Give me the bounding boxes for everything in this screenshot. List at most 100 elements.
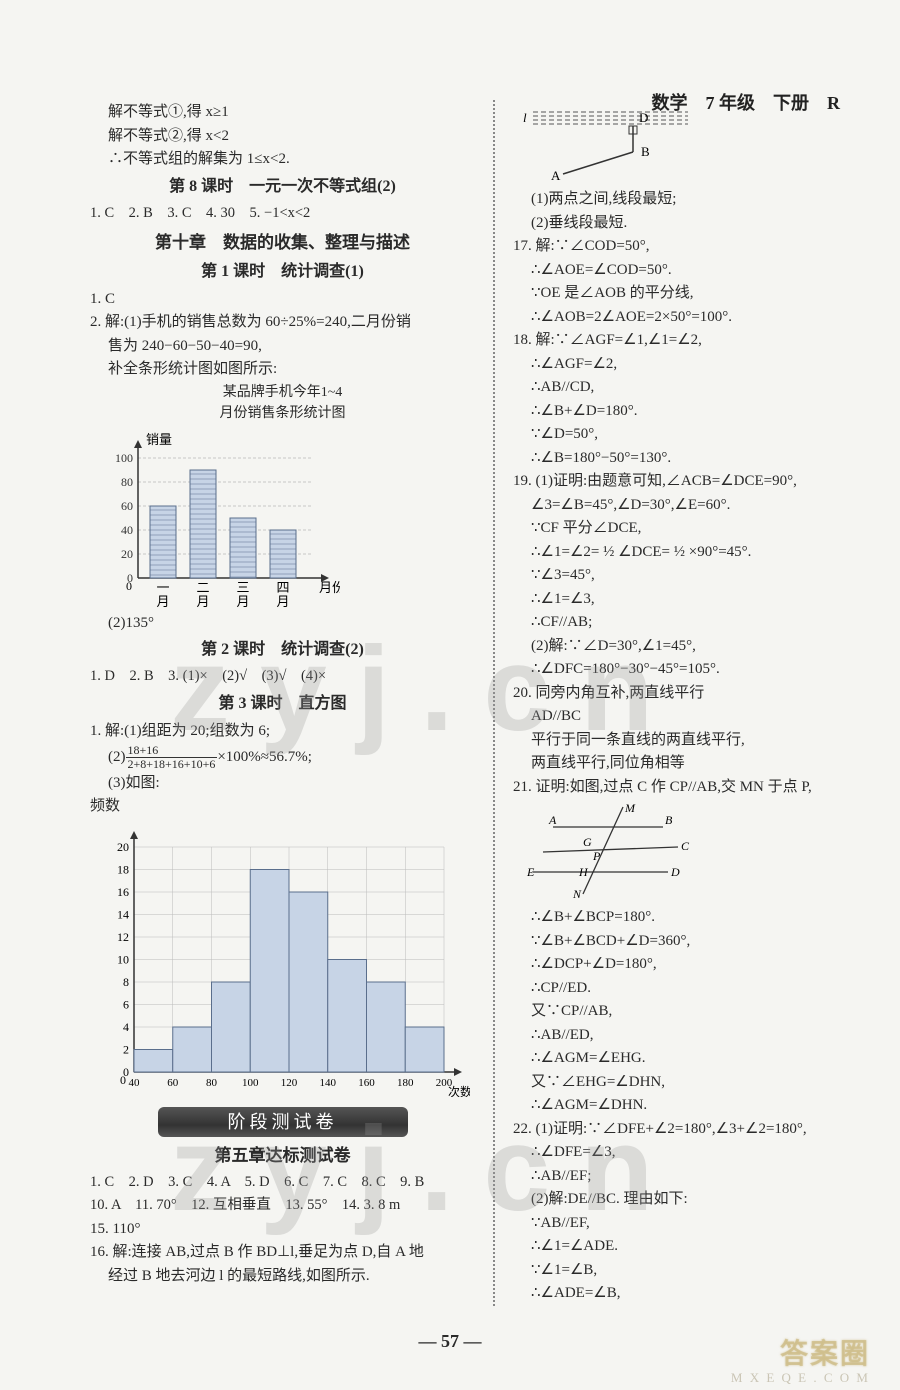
text-line: 平行于同一条直线的两直线平行, [531, 729, 860, 752]
svg-text:A: A [551, 168, 561, 183]
chart-caption: 某品牌手机今年1~4 [90, 382, 475, 403]
svg-text:l: l [523, 110, 527, 125]
svg-text:180: 180 [397, 1077, 414, 1089]
svg-text:三: 三 [236, 580, 249, 595]
answer-line: 1. C [90, 288, 475, 311]
text-line: ∴AB//EF; [531, 1165, 860, 1188]
text-line: 售为 240−60−50−40=90, [108, 335, 475, 358]
page: 数学 7 年级 下册 R 解不等式①,得 x≥1 解不等式②,得 x<2 ∴不等… [0, 0, 900, 1346]
text-line: 补全条形统计图如图所示: [108, 358, 475, 381]
text-line: ∴∠B+∠BCP=180°. [531, 906, 860, 929]
text-line: ∴∠AGM=∠DHN. [531, 1094, 860, 1117]
histogram-svg: 0246810121416182040608010012014016018020… [90, 822, 470, 1097]
svg-text:100: 100 [242, 1077, 259, 1089]
svg-text:18: 18 [117, 862, 129, 876]
text-line: 20. 同旁内角互补,两直线平行 [513, 682, 860, 705]
left-column: 解不等式①,得 x≥1 解不等式②,得 x<2 ∴不等式组的解集为 1≤x<2.… [90, 100, 475, 1306]
test-title: 第五章达标测试卷 [90, 1143, 475, 1169]
answers-row: 1. D 2. B 3. (1)× (2)√ (3)√ (4)× [90, 666, 475, 688]
svg-text:12: 12 [117, 930, 129, 944]
q17-block: 17. 解:∵∠COD=50°,∴∠AOE=∠COD=50°.∵OE 是∠AOB… [513, 235, 860, 328]
text-line: (2)135° [108, 612, 475, 635]
svg-text:月: 月 [156, 594, 169, 608]
svg-text:6: 6 [123, 997, 129, 1011]
svg-text:16: 16 [117, 885, 129, 899]
text-line: ∵∠D=50°, [531, 423, 860, 446]
answers-row: 10. A 11. 70° 12. 互相垂直 13. 55° 14. 3. 8 … [90, 1195, 475, 1217]
fraction: 18+162+8+18+16+10+6 [126, 744, 218, 771]
column-divider [493, 100, 495, 1306]
svg-text:60: 60 [121, 499, 133, 513]
svg-text:20: 20 [121, 547, 133, 561]
section-title: 第 1 课时 统计调查(1) [90, 260, 475, 284]
svg-text:G: G [583, 835, 592, 849]
svg-text:N: N [572, 887, 582, 901]
svg-text:100: 100 [115, 451, 133, 465]
svg-text:40: 40 [129, 1077, 141, 1089]
text-line: AD//BC [531, 705, 860, 728]
svg-text:月份: 月份 [319, 580, 340, 595]
section-title: 第 2 课时 统计调查(2) [90, 638, 475, 662]
text-line: ∴∠AGM=∠EHG. [531, 1047, 860, 1070]
svg-text:H: H [578, 865, 589, 879]
text-line: ∵AB//EF, [531, 1212, 860, 1235]
svg-text:80: 80 [121, 475, 133, 489]
text-line: ∴∠1=∠2= ½ ∠DCE= ½ ×90°=45°. [531, 541, 860, 564]
text-line: ∴CP//ED. [531, 977, 860, 1000]
q18-block: 18. 解:∵∠AGF=∠1,∠1=∠2,∴∠AGF=∠2,∴AB//CD,∴∠… [513, 329, 860, 469]
answers-row: 15. 110° [90, 1218, 475, 1241]
text-line: 22. (1)证明:∵∠DFE+∠2=180°,∠3+∠2=180°, [513, 1118, 860, 1141]
text-line: ∴∠B=180°−50°=130°. [531, 447, 860, 470]
text-line: 17. 解:∵∠COD=50°, [513, 235, 860, 258]
text-line: ∴CF//AB; [531, 611, 860, 634]
svg-text:次数: 次数 [448, 1084, 470, 1097]
svg-text:120: 120 [281, 1077, 298, 1089]
text-line: ∴∠DFE=∠3, [531, 1141, 860, 1164]
svg-text:二: 二 [196, 580, 209, 595]
svg-text:0: 0 [120, 1073, 126, 1087]
text-line: ∴∠DFC=180°−30°−45°=105°. [531, 658, 860, 681]
page-number: — 57 — [0, 1331, 900, 1352]
text-line: 21. 证明:如图,过点 C 作 CP//AB,交 MN 于点 P, [513, 776, 860, 799]
text-line: ∵∠B+∠BCD+∠D=360°, [531, 930, 860, 953]
text-line: ∴∠1=∠ADE. [531, 1235, 860, 1258]
svg-text:四: 四 [276, 580, 289, 595]
text-line: (2)垂线段最短. [531, 212, 860, 235]
svg-text:月: 月 [236, 594, 249, 608]
diagram-svg: ABCGPEDHMN [513, 802, 703, 902]
text-line: ∴AB//ED, [531, 1024, 860, 1047]
text-line: 16. 解:连接 AB,过点 B 作 BD⊥l,垂足为点 D,自 A 地 [90, 1241, 475, 1264]
svg-text:80: 80 [206, 1077, 218, 1089]
text-line: ∵∠3=45°, [531, 564, 860, 587]
chapter-title: 第十章 数据的收集、整理与描述 [90, 230, 475, 256]
chart-caption: 月份销售条形统计图 [90, 403, 475, 424]
svg-text:E: E [526, 865, 535, 879]
right-column: l D B A (1)两点之间,线段最短; (2)垂线段最短. 17. 解:∵∠COD… [513, 100, 860, 1306]
text-line: ∠3=∠B=45°,∠D=30°,∠E=60°. [531, 494, 860, 517]
svg-text:10: 10 [117, 952, 129, 966]
fraction-den: 2+8+18+16+10+6 [126, 758, 218, 771]
page-header: 数学 7 年级 下册 R [652, 90, 841, 117]
text-line: ∴∠1=∠3, [531, 588, 860, 611]
text-line: ∴不等式组的解集为 1≤x<2. [108, 148, 475, 171]
text-line: 又∵∠EHG=∠DHN, [531, 1071, 860, 1094]
svg-text:B: B [641, 144, 650, 159]
text-line: ∴∠DCP+∠D=180°, [531, 953, 860, 976]
svg-text:8: 8 [123, 975, 129, 989]
svg-text:20: 20 [117, 840, 129, 854]
svg-text:D: D [670, 865, 680, 879]
answers-row: 1. C 2. D 3. C 4. A 5. D 6. C 7. C 8. C … [90, 1172, 475, 1194]
text-line: (1)两点之间,线段最短; [531, 188, 860, 211]
text-line: ∴∠ADE=∠B, [531, 1282, 860, 1305]
text-line: 2. 解:(1)手机的销售总数为 60÷25%=240,二月份销 [90, 311, 475, 334]
svg-text:M: M [624, 802, 636, 815]
text-line: 解不等式②,得 x<2 [108, 125, 475, 148]
fraction-num: 18+16 [126, 744, 218, 758]
svg-text:0: 0 [126, 579, 132, 593]
svg-text:4: 4 [123, 1020, 129, 1034]
text-line: (2)解:DE//BC. 理由如下: [531, 1188, 860, 1211]
q19-block: 19. (1)证明:由题意可知,∠ACB=∠DCE=90°,∠3=∠B=45°,… [513, 470, 860, 681]
svg-text:60: 60 [167, 1077, 179, 1089]
q20-block: 20. 同旁内角互补,两直线平行AD//BC平行于同一条直线的两直线平行,两直线… [513, 682, 860, 775]
stamp: 答案圈 [780, 1332, 870, 1372]
